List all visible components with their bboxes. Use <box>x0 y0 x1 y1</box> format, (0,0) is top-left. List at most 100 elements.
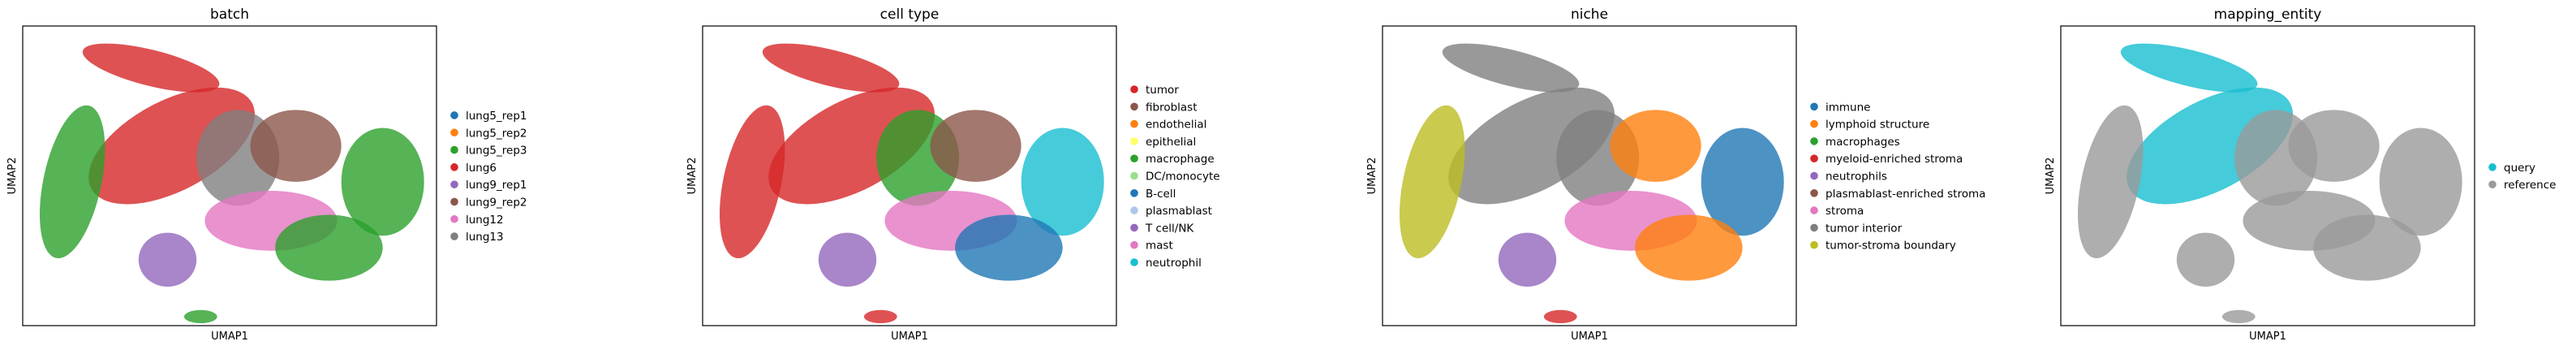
scatter-cluster <box>1635 214 1743 281</box>
legend-marker <box>1130 102 1138 111</box>
chart-title: mapping_entity <box>2214 6 2322 23</box>
scatter-cluster <box>719 105 785 259</box>
legend-label: macrophages <box>1826 136 1900 149</box>
legend-marker <box>450 197 458 206</box>
legend-marker <box>1130 189 1138 197</box>
scatter-cluster <box>82 43 220 93</box>
legend-label: lung5_rep3 <box>466 145 527 158</box>
scatter-cluster <box>1610 110 1701 182</box>
scatter-cluster <box>2313 214 2421 281</box>
legend-label: plasmablast-enriched stroma <box>1826 188 1985 201</box>
scatter-cluster <box>1448 87 1615 205</box>
chart-title: niche <box>1571 6 1608 23</box>
scatter-cluster <box>341 127 424 236</box>
y-axis-label: UMAP2 <box>2045 158 2057 195</box>
scatter-cluster <box>275 214 383 281</box>
y-axis-label: UMAP2 <box>6 158 19 195</box>
legend-marker <box>450 128 458 137</box>
umap-panel-3: niche UMAP1 UMAP2 immune lymphoid structure m… <box>1366 6 1985 343</box>
umap-panel-4: mapping_entity UMAP1 UMAP2 query reference <box>2045 6 2556 343</box>
legend-label: T cell/NK <box>1145 222 1194 235</box>
axes-frame <box>1382 25 1797 326</box>
legend-marker <box>450 232 458 240</box>
legend-marker <box>2488 163 2496 171</box>
scatter-cluster <box>818 232 877 287</box>
scatter-cluster <box>2176 232 2235 287</box>
legend-label: tumor <box>1146 84 1179 97</box>
legend-marker <box>1810 171 1818 180</box>
legend-label: tumor-stroma boundary <box>1826 240 1956 253</box>
umap-panel-2: cell type UMAP1 UMAP2 tumor fibroblast endoth… <box>686 6 1220 343</box>
legend-marker <box>1130 240 1138 249</box>
scatter-cluster <box>2120 43 2258 93</box>
legend-label: neutrophils <box>1826 171 1887 184</box>
legend-marker <box>1810 206 1818 214</box>
chart-title: batch <box>210 6 249 23</box>
legend-label: epithelial <box>1146 136 1196 149</box>
legend-marker <box>1810 223 1818 232</box>
legend-label: macrophage <box>1146 153 1215 166</box>
scatter-cluster <box>250 110 342 182</box>
scatter-cluster <box>183 309 217 324</box>
legend-label: lung6 <box>466 162 497 175</box>
scatter-cluster <box>1399 105 1465 259</box>
scatter-cluster <box>955 214 1063 281</box>
legend-label: lung9_rep2 <box>466 196 527 209</box>
scatter-cluster <box>39 105 105 259</box>
legend-marker <box>450 145 458 154</box>
legend-label: DC/monocyte <box>1146 171 1220 184</box>
legend-label: fibroblast <box>1146 101 1198 114</box>
legend-label: lung5_rep1 <box>466 110 527 123</box>
legend-label: plasmablast <box>1146 205 1212 218</box>
scatter-cluster <box>2127 87 2294 205</box>
scatter-cluster <box>863 309 897 324</box>
legend-label: tumor interior <box>1826 222 1903 235</box>
scatter-cluster <box>2221 309 2256 324</box>
scatter-cluster <box>930 110 1021 182</box>
legend-label: neutrophil <box>1146 257 1202 270</box>
axes-frame <box>22 25 437 326</box>
scatter-cluster <box>762 43 900 93</box>
scatter-cluster <box>2077 105 2144 259</box>
x-axis-label: UMAP1 <box>1571 331 1608 343</box>
scatter-cluster <box>768 87 935 205</box>
legend-marker <box>1130 154 1138 162</box>
x-axis-label: UMAP1 <box>211 331 248 343</box>
legend-label: endothelial <box>1146 119 1206 132</box>
legend-marker <box>1130 206 1138 214</box>
legend-marker <box>1130 258 1138 266</box>
legend-marker <box>1810 189 1818 197</box>
legend-label: lung9_rep1 <box>466 179 527 192</box>
legend-marker <box>2488 180 2496 188</box>
x-axis-label: UMAP1 <box>2249 331 2286 343</box>
y-axis-label: UMAP2 <box>1366 158 1378 195</box>
legend-label: lung5_rep2 <box>466 127 527 140</box>
legend-label: lung13 <box>466 231 504 244</box>
legend-marker <box>1130 119 1138 128</box>
x-axis-label: UMAP1 <box>891 331 928 343</box>
legend-marker <box>1130 171 1138 180</box>
legend-marker <box>1810 154 1818 162</box>
chart-title: cell type <box>880 6 940 23</box>
legend-marker <box>1810 240 1818 249</box>
legend-label: mast <box>1146 240 1173 253</box>
legend-label: B-cell <box>1146 188 1176 201</box>
legend-marker <box>1130 85 1138 93</box>
scatter-cluster <box>1442 43 1580 93</box>
legend-marker <box>450 163 458 171</box>
axes-frame <box>702 25 1117 326</box>
legend-label: lymphoid structure <box>1826 119 1929 132</box>
legend-marker <box>1130 137 1138 145</box>
scatter-cluster <box>2379 127 2462 236</box>
scatter-cluster <box>1543 309 1577 324</box>
legend-marker <box>1810 119 1818 128</box>
legend-marker <box>1130 223 1138 232</box>
scatter-cluster <box>88 87 256 205</box>
legend-label: query <box>2504 162 2535 175</box>
scatter-cluster <box>2288 110 2380 182</box>
scatter-cluster <box>138 232 197 287</box>
axes-frame <box>2060 25 2475 326</box>
legend-label: myeloid-enriched stroma <box>1826 153 1963 166</box>
legend-marker <box>1810 102 1818 111</box>
